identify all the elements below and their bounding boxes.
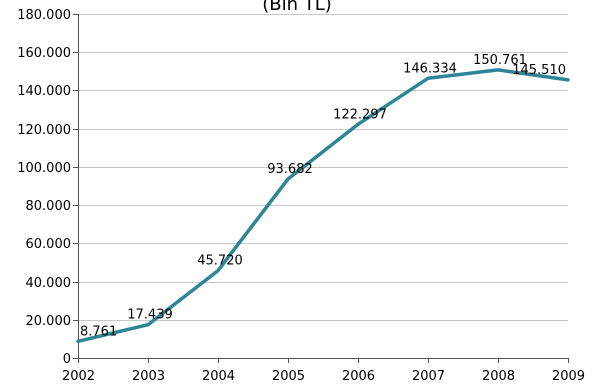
- x-tick-label: 2008: [482, 369, 515, 384]
- gridlines: [78, 14, 568, 321]
- x-tick-label: 2009: [552, 369, 585, 384]
- data-labels: 8.761 17.439 45.720 93.682 122.297 146.334 150…: [80, 53, 566, 339]
- x-tick-label: 2002: [62, 369, 95, 384]
- x-tick-label: 2005: [272, 369, 305, 384]
- y-tick-label: 140.000: [17, 84, 71, 99]
- y-tick-label: 20.000: [26, 314, 72, 329]
- y-tick-label: 120.000: [17, 123, 71, 138]
- y-tick-label: 60.000: [26, 237, 72, 252]
- x-tick-label: 2003: [132, 369, 165, 384]
- y-tick-label: 80.000: [26, 199, 72, 214]
- data-label: 8.761: [80, 324, 117, 339]
- y-tick-label: 160.000: [17, 46, 71, 61]
- data-label: 122.297: [333, 107, 387, 122]
- y-tick-label: 0: [63, 352, 71, 367]
- data-label: 93.682: [267, 162, 313, 177]
- x-tick-label: 2004: [202, 369, 235, 384]
- x-tick-label: 2007: [412, 369, 445, 384]
- data-label: 17.439: [127, 308, 173, 323]
- y-tick-label: 180.000: [17, 8, 71, 23]
- x-tick-label: 2006: [342, 369, 375, 384]
- data-label: 145.510: [512, 63, 566, 78]
- chart-title: (Bin TL): [262, 0, 332, 15]
- y-tick-label: 100.000: [17, 161, 71, 176]
- data-label: 45.720: [197, 254, 243, 269]
- axes: 0 20.000 40.000 60.000 80.000 100.000 120.000 1…: [17, 8, 585, 384]
- data-label: 150.761: [473, 53, 527, 68]
- series-line: [76, 68, 570, 344]
- y-tick-label: 40.000: [26, 276, 72, 291]
- series-layer: [76, 68, 570, 344]
- data-label: 146.334: [403, 61, 457, 76]
